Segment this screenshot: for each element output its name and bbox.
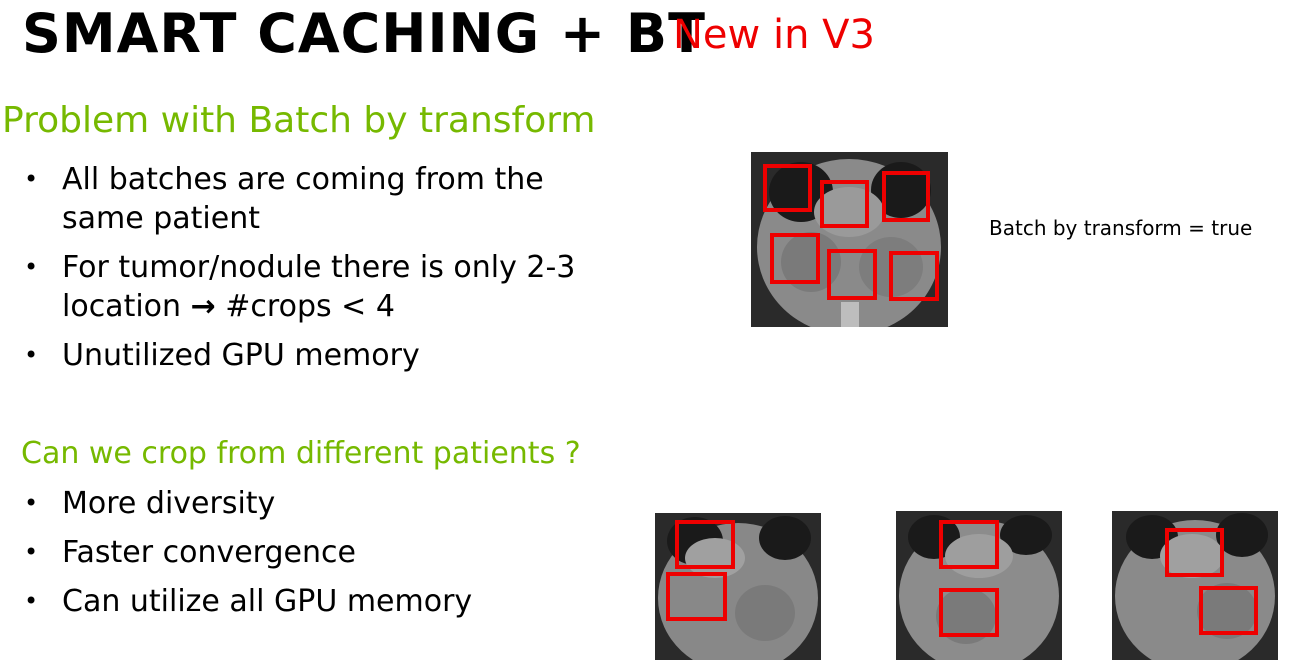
bullet-item: Faster convergence [22, 533, 592, 572]
ct-scan-image-patient-3 [1112, 511, 1278, 660]
bullet-text: Unutilized GPU memory [62, 338, 420, 373]
ct-scan-image-patient-1 [655, 513, 821, 660]
bullet-item: Can utilize all GPU memory [22, 582, 592, 621]
slide-title: SMART CACHING + BT [22, 2, 706, 65]
bullet-item: More diversity [22, 484, 592, 523]
bullet-item: All batches are coming from the same pat… [22, 160, 592, 238]
bullet-text: All batches are coming from the same pat… [62, 162, 544, 236]
ct-scan-image-patient-2 [896, 511, 1062, 660]
ct-scan-image-batch [751, 152, 948, 327]
bullet-text: #crops < 4 [225, 289, 395, 324]
benefit-bullet-list: More diversity Faster convergence Can ut… [22, 484, 592, 631]
ct-scan-drawing [896, 511, 1062, 660]
ct-scan-drawing [655, 513, 821, 660]
bullet-text: More diversity [62, 486, 276, 521]
problem-heading: Problem with Batch by transform [2, 100, 596, 141]
bullet-item: For tumor/nodule there is only 2-3 locat… [22, 248, 592, 326]
bullet-item: Unutilized GPU memory [22, 336, 592, 375]
figure-caption: Batch by transform = true [989, 216, 1253, 240]
bullet-text: Faster convergence [62, 535, 356, 570]
bullet-text: For tumor/nodule there is only 2-3 locat… [62, 250, 576, 324]
ct-scan-drawing [1112, 511, 1278, 660]
bullet-text: Can utilize all GPU memory [62, 584, 473, 619]
arrow-right-icon: → [190, 289, 216, 324]
question-heading: Can we crop from different patients ? [21, 436, 581, 471]
problem-bullet-list: All batches are coming from the same pat… [22, 160, 592, 385]
new-version-tag: New in V3 [673, 12, 875, 58]
ct-scan-drawing [751, 152, 948, 327]
